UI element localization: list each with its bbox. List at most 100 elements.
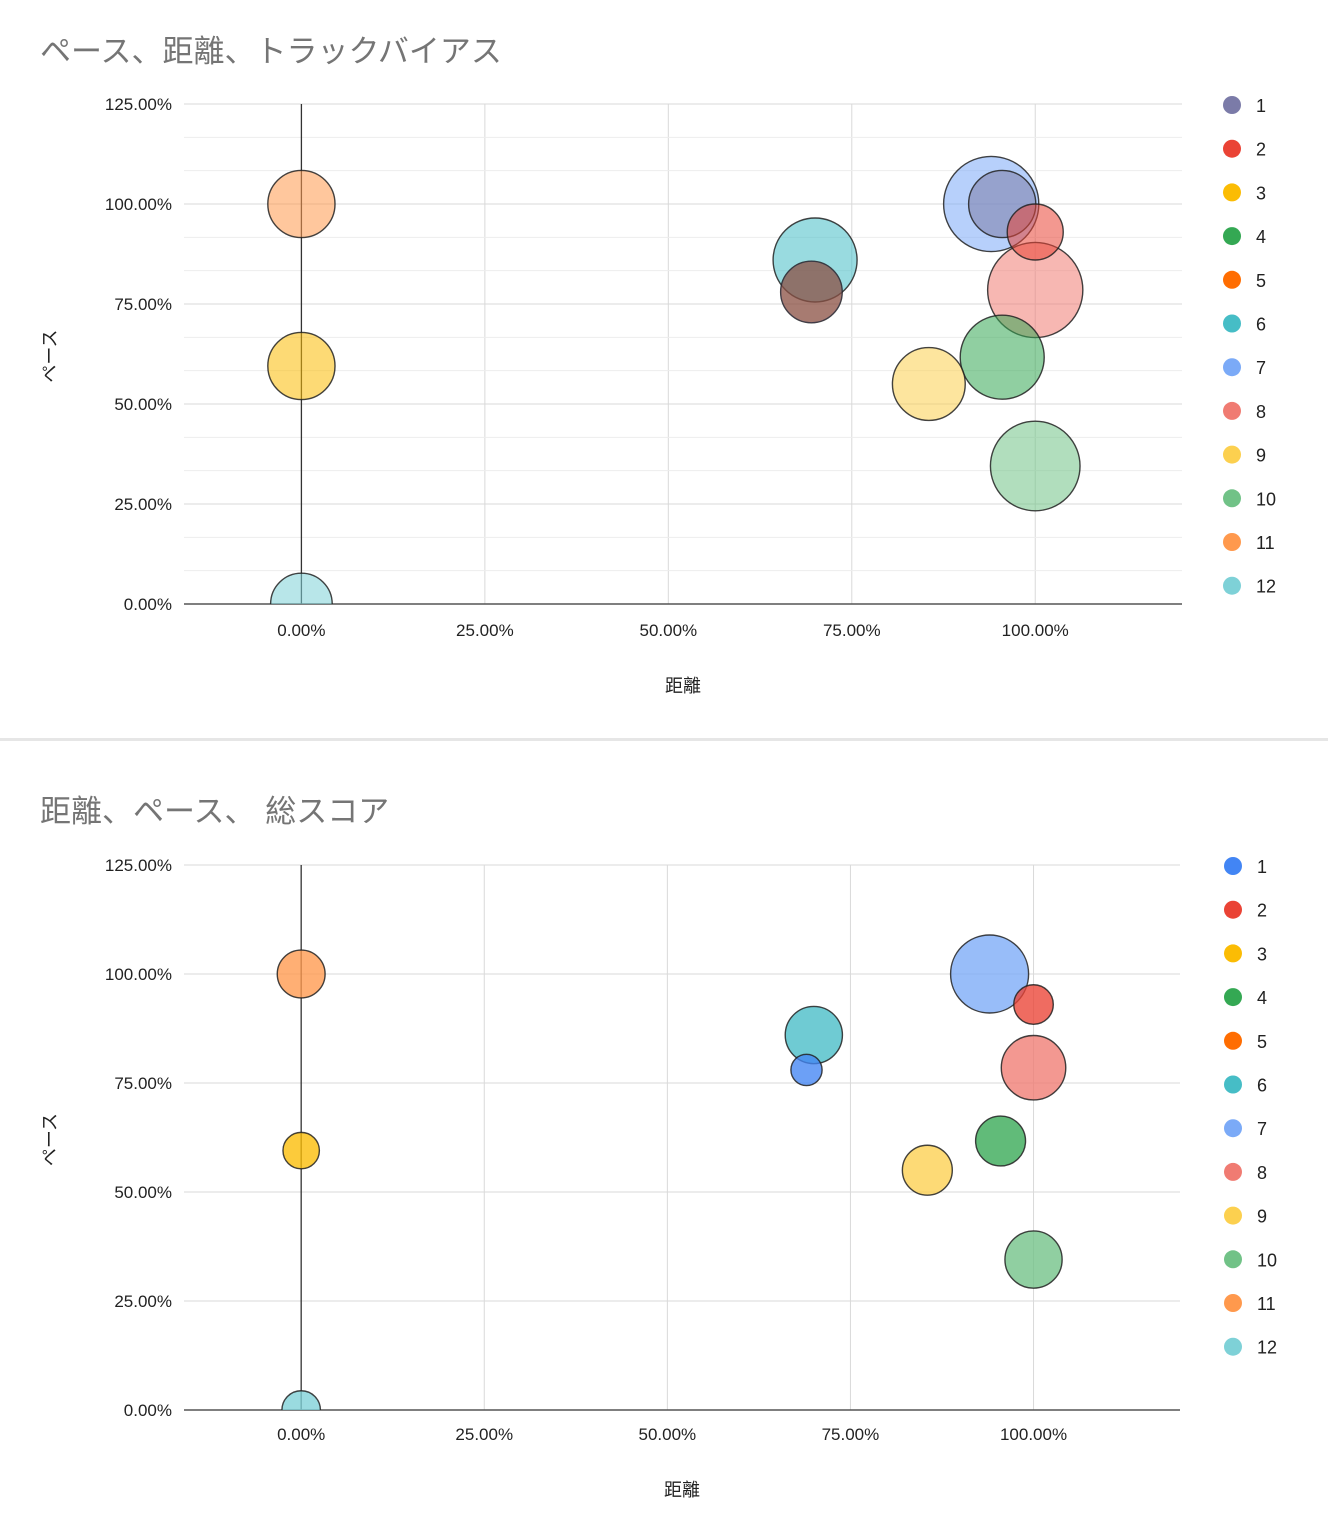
y-tick-label: 75.00% xyxy=(114,295,172,314)
grid-lines xyxy=(184,103,1182,605)
bubble-10[interactable] xyxy=(1004,1230,1063,1289)
bubble-12[interactable] xyxy=(269,572,333,635)
legend-label-4[interactable]: 4 xyxy=(1256,227,1266,247)
bubble-12[interactable] xyxy=(281,1390,322,1429)
legend-marker-6[interactable] xyxy=(1223,314,1241,333)
legend-label-10[interactable]: 10 xyxy=(1257,1250,1277,1270)
bubble-overlap-shade xyxy=(780,261,843,323)
y-tick-label: 125.00% xyxy=(105,856,172,875)
x-tick-label: 25.00% xyxy=(456,621,514,640)
legend-label-1[interactable]: 1 xyxy=(1256,96,1266,116)
legend-marker-11[interactable] xyxy=(1223,533,1241,551)
legend-marker-7[interactable] xyxy=(1223,358,1241,377)
bubble-4[interactable] xyxy=(959,314,1045,400)
legend-marker-2[interactable] xyxy=(1224,900,1242,919)
legend-marker-8[interactable] xyxy=(1223,401,1241,420)
y-tick-label: 100.00% xyxy=(105,195,172,214)
legend-label-4[interactable]: 4 xyxy=(1257,988,1267,1008)
bubbles xyxy=(267,155,1084,635)
legend-marker-9[interactable] xyxy=(1223,445,1241,464)
chart-title-1: ペース、距離、トラックバイアス xyxy=(40,34,502,70)
x-tick-label: 100.00% xyxy=(1000,1425,1067,1444)
legend-marker-8[interactable] xyxy=(1224,1162,1242,1181)
legend-marker-5[interactable] xyxy=(1224,1031,1242,1050)
y-tick-label: 0.00% xyxy=(124,1401,172,1420)
bubble-11[interactable] xyxy=(276,949,326,999)
x-axis-title: 距離 xyxy=(665,676,701,697)
y-tick-label: 0.00% xyxy=(124,595,172,614)
chart-svg-2: 0.00% 25.00% 50.00% 75.00% 100.00% 0.00% 25.00… xyxy=(40,856,1277,1501)
y-axis-title: ペース xyxy=(40,329,61,382)
legend-label-12[interactable]: 12 xyxy=(1256,577,1276,597)
bubble-2[interactable] xyxy=(1006,203,1064,261)
x-tick-label: 50.00% xyxy=(639,621,697,640)
legend-label-3[interactable]: 3 xyxy=(1256,183,1266,203)
legend-marker-10[interactable] xyxy=(1224,1250,1242,1269)
legend-marker-1[interactable] xyxy=(1223,96,1241,114)
y-tick-label: 25.00% xyxy=(114,1292,172,1311)
bubble-9[interactable] xyxy=(891,346,966,422)
legend-label-7[interactable]: 7 xyxy=(1256,358,1266,378)
bubble-10[interactable] xyxy=(989,420,1081,512)
chart-divider xyxy=(0,738,1328,741)
legend-marker-2[interactable] xyxy=(1223,139,1241,158)
legend-label-12[interactable]: 12 xyxy=(1257,1338,1277,1358)
bubble-9[interactable] xyxy=(901,1144,953,1196)
y-tick-label: 125.00% xyxy=(105,95,172,114)
legend-marker-11[interactable] xyxy=(1224,1294,1242,1312)
legend-label-6[interactable]: 6 xyxy=(1256,315,1266,335)
grid-lines xyxy=(184,864,1180,1411)
bubble-2[interactable] xyxy=(1013,984,1054,1025)
legend-label-2[interactable]: 2 xyxy=(1256,140,1266,160)
y-tick-label: 50.00% xyxy=(114,1183,172,1202)
legend-marker-3[interactable] xyxy=(1224,944,1242,963)
legend-label-8[interactable]: 8 xyxy=(1257,1163,1267,1183)
x-tick-label: 75.00% xyxy=(822,1425,880,1444)
legend-label-11[interactable]: 11 xyxy=(1257,1294,1276,1314)
legend-label-3[interactable]: 3 xyxy=(1257,944,1267,964)
legend-marker-4[interactable] xyxy=(1223,227,1241,246)
legend-marker-12[interactable] xyxy=(1223,576,1241,595)
bubble-8[interactable] xyxy=(1000,1034,1067,1101)
x-tick-label: 0.00% xyxy=(277,621,325,640)
bubble-1[interactable] xyxy=(790,1053,823,1087)
legend-label-5[interactable]: 5 xyxy=(1256,271,1266,291)
legend-label-11[interactable]: 11 xyxy=(1256,533,1275,553)
y-axis-title: ペース xyxy=(40,1113,61,1166)
x-tick-label: 50.00% xyxy=(639,1425,697,1444)
legend-label-1[interactable]: 1 xyxy=(1257,857,1267,877)
legend-label-6[interactable]: 6 xyxy=(1257,1076,1267,1096)
y-tick-label: 50.00% xyxy=(114,395,172,414)
legend-label-7[interactable]: 7 xyxy=(1257,1119,1267,1139)
bubble-7[interactable] xyxy=(949,934,1030,1014)
legend-label-9[interactable]: 9 xyxy=(1256,446,1266,466)
legend-marker-1[interactable] xyxy=(1224,857,1242,875)
legend-marker-5[interactable] xyxy=(1223,270,1241,289)
legend-label-10[interactable]: 10 xyxy=(1256,489,1276,509)
legend-label-9[interactable]: 9 xyxy=(1257,1207,1267,1227)
bubble-11[interactable] xyxy=(267,169,336,239)
y-tick-label: 75.00% xyxy=(114,1074,172,1093)
chart-panel-1: ペース、距離、トラックバイアス 0.00% 25.00% 50.00% 75.00% 1… xyxy=(0,0,1328,738)
legend-marker-6[interactable] xyxy=(1224,1075,1242,1094)
bubble-5[interactable] xyxy=(779,260,843,324)
bubble-4[interactable] xyxy=(974,1115,1027,1167)
bubble-3[interactable] xyxy=(267,331,336,401)
legend-marker-9[interactable] xyxy=(1224,1206,1242,1225)
legend-label-2[interactable]: 2 xyxy=(1257,901,1267,921)
legend-marker-4[interactable] xyxy=(1224,988,1242,1007)
x-tick-label: 0.00% xyxy=(277,1425,325,1444)
bubbles xyxy=(276,934,1067,1429)
legend-marker-12[interactable] xyxy=(1224,1337,1242,1356)
y-tick-label: 25.00% xyxy=(114,495,172,514)
chart-svg-1: 0.00% 25.00% 50.00% 75.00% 100.00% 0.00% 25.00… xyxy=(40,95,1276,697)
bubble-3[interactable] xyxy=(282,1131,321,1170)
legend-label-5[interactable]: 5 xyxy=(1257,1032,1267,1052)
bubble-6[interactable] xyxy=(784,1005,844,1065)
legend-marker-3[interactable] xyxy=(1223,183,1241,202)
legend-marker-10[interactable] xyxy=(1223,489,1241,508)
legend-marker-7[interactable] xyxy=(1224,1119,1242,1138)
legend-label-8[interactable]: 8 xyxy=(1256,402,1266,422)
